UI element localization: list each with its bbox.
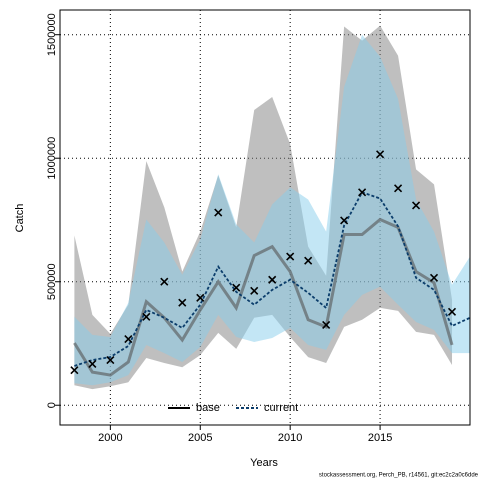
x-tick-label: 2015 bbox=[368, 432, 392, 444]
observed-point bbox=[178, 298, 187, 307]
legend-label: base bbox=[196, 402, 220, 414]
plot-frame bbox=[59, 9, 471, 426]
observed-point bbox=[358, 188, 367, 197]
observed-point bbox=[160, 277, 169, 286]
observed-point bbox=[340, 216, 349, 225]
observed-point bbox=[232, 283, 241, 292]
observed-point bbox=[376, 150, 385, 159]
observed-point bbox=[304, 256, 313, 265]
x-tick-label: 2010 bbox=[278, 432, 302, 444]
y-tick-label: 1500000 bbox=[46, 13, 58, 56]
footer: stockassessment.org, Perch_PB, r14561, g… bbox=[319, 473, 479, 479]
observed-point bbox=[447, 307, 457, 316]
observed-point bbox=[268, 275, 277, 284]
observed-point bbox=[88, 359, 97, 369]
series-line bbox=[74, 191, 471, 367]
observed-point bbox=[124, 334, 133, 344]
observed-point bbox=[142, 312, 151, 321]
observed-point bbox=[429, 273, 439, 282]
x-tick-label: 2000 bbox=[98, 432, 122, 444]
observed-point bbox=[286, 252, 295, 261]
y-axis-label: Catch bbox=[14, 204, 26, 233]
x-axis-label: Years bbox=[250, 457, 278, 469]
observed-point bbox=[322, 320, 331, 330]
confidence-band bbox=[74, 34, 471, 386]
legend-label: current bbox=[264, 402, 298, 414]
observed-point bbox=[70, 366, 79, 375]
x-tick-label: 2005 bbox=[188, 432, 212, 444]
observed-point bbox=[106, 355, 115, 365]
observed-point bbox=[411, 201, 421, 210]
series-line bbox=[73, 217, 454, 377]
y-tick-label: 1000000 bbox=[46, 137, 58, 180]
observed-point bbox=[196, 293, 205, 302]
y-tick-label: 0 bbox=[46, 402, 58, 408]
observed-point bbox=[214, 208, 223, 217]
y-tick-label: 500000 bbox=[46, 263, 58, 300]
observed-point bbox=[250, 286, 259, 295]
observed-point bbox=[394, 184, 403, 193]
